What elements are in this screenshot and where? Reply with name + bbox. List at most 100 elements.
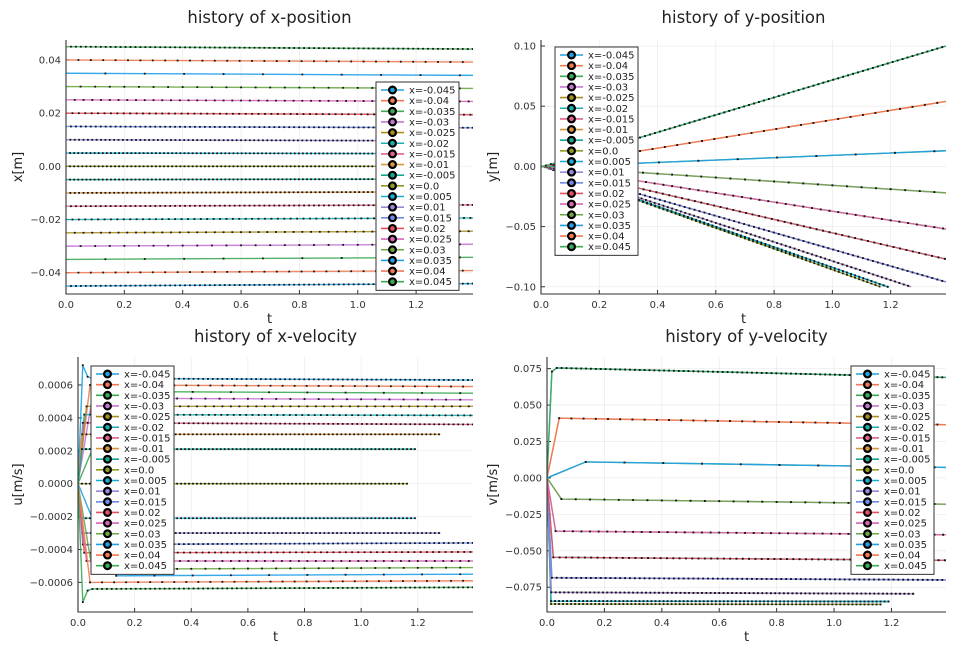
data-point — [126, 139, 129, 141]
data-point — [347, 113, 350, 116]
data-point — [81, 433, 84, 436]
data-point — [351, 542, 354, 545]
data-point — [342, 517, 345, 520]
data-point — [283, 517, 286, 520]
data-point — [194, 125, 196, 128]
data-point — [793, 255, 795, 257]
data-point — [385, 378, 387, 381]
data-point — [686, 603, 689, 606]
data-point — [197, 543, 200, 545]
data-point — [787, 92, 790, 94]
data-point — [271, 448, 274, 451]
legend-item: x=-0.005 — [560, 136, 635, 147]
data-point — [380, 542, 383, 545]
data-point — [341, 586, 344, 589]
data-point — [365, 433, 368, 436]
data-point — [218, 46, 221, 49]
data-point — [278, 47, 281, 49]
data-point — [231, 482, 234, 485]
data-point — [835, 603, 838, 606]
data-point — [926, 578, 929, 581]
data-point — [703, 117, 706, 120]
data-point — [219, 448, 222, 451]
data-point — [887, 600, 890, 603]
data-point — [672, 557, 675, 560]
data-point — [346, 482, 349, 485]
data-point — [467, 560, 470, 562]
data-point — [124, 205, 127, 207]
data-point — [438, 586, 440, 589]
data-point — [911, 55, 914, 57]
data-point — [735, 557, 738, 560]
data-point — [110, 112, 112, 115]
data-point — [842, 251, 845, 254]
data-point — [246, 405, 249, 408]
data-point — [328, 113, 331, 116]
legend-label: x=-0.03 — [124, 401, 164, 412]
x-axis-label: t — [267, 312, 272, 327]
data-point — [187, 377, 190, 380]
data-point — [305, 580, 308, 583]
data-point — [336, 100, 339, 102]
data-point — [338, 551, 341, 554]
data-point — [438, 423, 440, 426]
data-point — [224, 152, 227, 155]
data-point — [283, 86, 286, 89]
data-point — [314, 433, 317, 436]
data-point — [338, 448, 341, 451]
data-point — [90, 112, 93, 115]
data-point — [936, 101, 939, 104]
data-point — [683, 591, 686, 594]
data-point — [753, 225, 755, 228]
data-point — [109, 205, 112, 207]
data-point — [281, 152, 284, 155]
data-point — [298, 204, 301, 207]
data-point — [570, 603, 573, 605]
data-point — [285, 433, 288, 436]
legend-item: x=-0.015 — [856, 433, 931, 444]
data-point — [329, 385, 332, 387]
legend-marker — [388, 181, 398, 191]
data-point — [170, 231, 172, 234]
data-point — [367, 152, 370, 155]
data-point — [372, 283, 375, 286]
data-point — [361, 423, 363, 425]
data-point — [332, 139, 334, 142]
data-point — [261, 567, 263, 570]
data-point — [272, 532, 275, 534]
data-point — [722, 557, 725, 560]
legend-item: x=-0.015 — [96, 433, 171, 444]
data-point — [391, 532, 394, 534]
data-point — [91, 191, 94, 194]
data-point — [169, 46, 172, 49]
data-point — [429, 433, 432, 436]
data-point — [471, 379, 473, 381]
legend-item: x=-0.035 — [381, 106, 456, 118]
data-point — [686, 217, 689, 219]
data-point — [245, 378, 248, 380]
data-point — [362, 139, 365, 142]
data-point — [226, 551, 229, 554]
data-point — [666, 209, 669, 212]
data-point — [783, 220, 786, 223]
data-point — [308, 47, 310, 49]
data-point — [768, 246, 771, 249]
data-point — [450, 551, 453, 553]
data-point — [391, 433, 394, 436]
data-point — [271, 517, 274, 520]
data-point — [854, 274, 856, 277]
data-point — [755, 600, 757, 603]
data-point — [442, 379, 445, 381]
data-point — [412, 60, 415, 63]
data-point — [350, 482, 353, 485]
data-point — [273, 152, 276, 155]
data-point — [402, 482, 404, 485]
data-point — [399, 405, 402, 408]
data-point — [69, 138, 72, 141]
data-point — [334, 217, 337, 220]
data-point — [599, 577, 602, 579]
data-point — [195, 551, 198, 554]
data-point — [195, 152, 198, 155]
data-point — [326, 152, 329, 155]
data-point — [126, 191, 129, 194]
